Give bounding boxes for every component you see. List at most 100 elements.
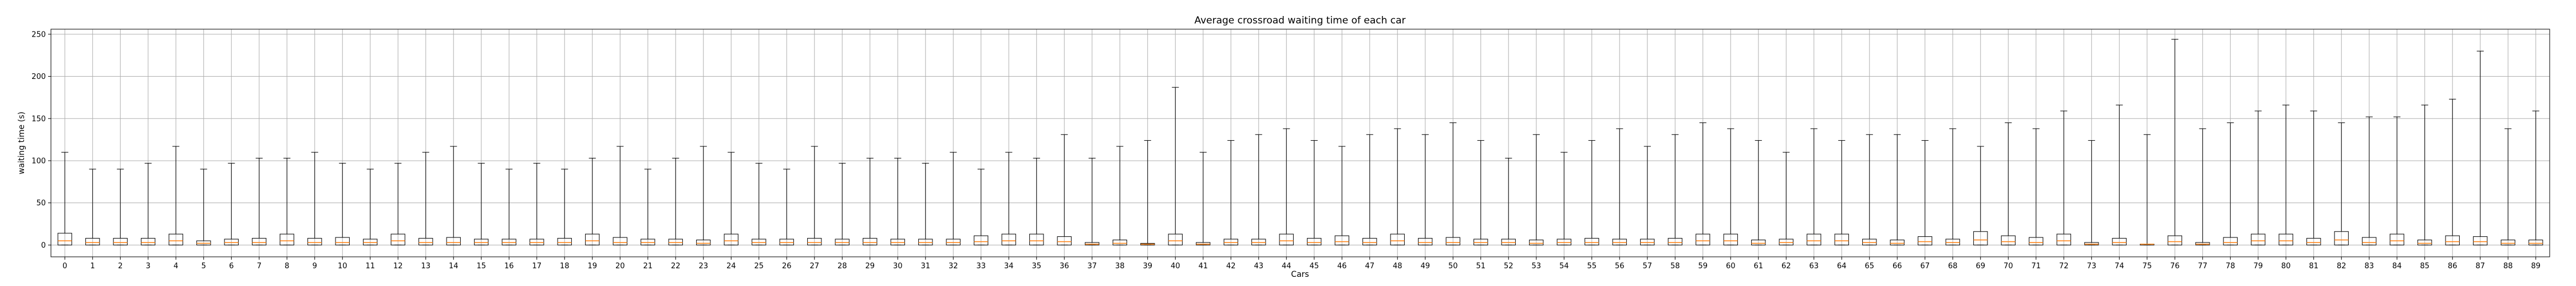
x-tick-label: 36: [1060, 262, 1069, 271]
box-car-31: [918, 162, 933, 245]
box-car-27: [807, 146, 822, 245]
x-tick-label: 24: [726, 262, 736, 271]
box-car-70: [2001, 122, 2016, 245]
x-tick-label: 8: [285, 262, 289, 271]
box-car-79: [2251, 110, 2266, 245]
iqr-box: [2167, 235, 2182, 245]
x-tick-label: 59: [1698, 262, 1708, 271]
x-tick-label: 35: [1032, 262, 1041, 271]
iqr-box: [696, 240, 711, 245]
box-car-12: [390, 162, 405, 245]
box-car-76: [2167, 39, 2182, 245]
x-tick-label: 42: [1226, 262, 1236, 271]
x-tick-label: 2: [118, 262, 123, 271]
box-car-40: [1168, 87, 1183, 245]
box-car-72: [2056, 110, 2071, 245]
box-car-25: [752, 162, 767, 245]
iqr-box: [418, 238, 433, 245]
x-tick-label: 66: [1893, 262, 1902, 271]
iqr-box: [2278, 233, 2293, 245]
box-car-86: [2445, 98, 2460, 245]
iqr-box: [1029, 233, 1044, 245]
box-car-4: [168, 146, 183, 245]
box-car-56: [1612, 128, 1627, 245]
iqr-box: [1112, 240, 1127, 245]
box-car-66: [1890, 134, 1905, 245]
iqr-box: [2251, 233, 2266, 245]
box-car-42: [1223, 140, 1238, 245]
x-tick-label: 27: [809, 262, 819, 271]
iqr-box: [974, 235, 989, 245]
x-tick-label: 51: [1476, 262, 1485, 271]
iqr-box: [2473, 236, 2488, 245]
x-tick-label: 79: [2253, 262, 2263, 271]
x-tick-label: 65: [1864, 262, 1874, 271]
box-car-45: [1307, 140, 1322, 245]
x-tick-label: 71: [2031, 262, 2041, 271]
box-car-20: [613, 146, 627, 245]
iqr-box: [613, 237, 627, 245]
box-car-78: [2223, 122, 2238, 245]
x-tick-label: 13: [421, 262, 430, 271]
iqr-box: [1834, 233, 1849, 245]
iqr-box: [863, 238, 878, 245]
x-tick-label: 18: [560, 262, 570, 271]
x-tick-label: 28: [837, 262, 847, 271]
box-car-55: [1585, 140, 1599, 245]
box-car-65: [1862, 134, 1877, 245]
box-car-6: [224, 162, 239, 245]
y-tick-label: 50: [36, 199, 46, 208]
box-car-22: [668, 158, 683, 245]
box-car-89: [2528, 110, 2543, 245]
box-car-77: [2195, 128, 2210, 245]
x-tick-label: 72: [2059, 262, 2069, 271]
x-tick-label: 16: [504, 262, 514, 271]
box-car-87: [2473, 50, 2488, 245]
iqr-box: [1001, 233, 1016, 245]
box-car-81: [2306, 110, 2321, 245]
x-tick-label: 41: [1198, 262, 1208, 271]
box-car-57: [1640, 146, 1655, 245]
iqr-box: [2112, 238, 2127, 245]
iqr-box: [1418, 238, 1433, 245]
box-car-64: [1834, 140, 1849, 245]
x-tick-label: 88: [2503, 262, 2513, 271]
box-car-18: [557, 169, 572, 245]
x-tick-label: 62: [1781, 262, 1791, 271]
box-car-63: [1807, 128, 1822, 245]
box-car-32: [946, 152, 961, 245]
box-car-0: [57, 152, 72, 245]
box-car-71: [2029, 128, 2044, 245]
iqr-box: [1307, 238, 1322, 245]
x-tick-label: 54: [1559, 262, 1569, 271]
box-car-59: [1696, 122, 1710, 245]
iqr-box: [2528, 240, 2543, 245]
box-car-38: [1112, 146, 1127, 245]
x-tick-label: 82: [2337, 262, 2346, 271]
x-tick-label: 17: [532, 262, 542, 271]
x-tick-label: 56: [1615, 262, 1625, 271]
x-tick-label: 86: [2448, 262, 2458, 271]
x-tick-label: 34: [1004, 262, 1014, 271]
x-tick-label: 84: [2392, 262, 2402, 271]
x-tick-label: 47: [1365, 262, 1374, 271]
x-tick-label: 11: [365, 262, 375, 271]
x-tick-label: 12: [393, 262, 403, 271]
iqr-box: [2306, 238, 2321, 245]
box-car-43: [1251, 134, 1266, 245]
x-tick-label: 38: [1115, 262, 1125, 271]
iqr-box: [724, 233, 738, 245]
box-car-85: [2417, 105, 2432, 245]
x-tick-label: 39: [1143, 262, 1152, 271]
box-car-5: [196, 169, 211, 245]
box-car-23: [696, 146, 711, 245]
x-tick-label: 26: [782, 262, 792, 271]
box-car-3: [141, 162, 156, 245]
x-tick-label: 22: [671, 262, 681, 271]
box-car-44: [1279, 128, 1294, 245]
iqr-box: [252, 238, 267, 245]
box-car-68: [1945, 128, 1960, 245]
iqr-box: [141, 238, 156, 245]
box-car-47: [1362, 134, 1377, 245]
